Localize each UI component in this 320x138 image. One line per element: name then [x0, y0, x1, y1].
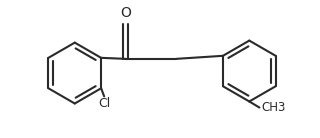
Text: CH3: CH3	[261, 101, 286, 114]
Text: Cl: Cl	[98, 97, 110, 110]
Text: O: O	[120, 6, 131, 20]
